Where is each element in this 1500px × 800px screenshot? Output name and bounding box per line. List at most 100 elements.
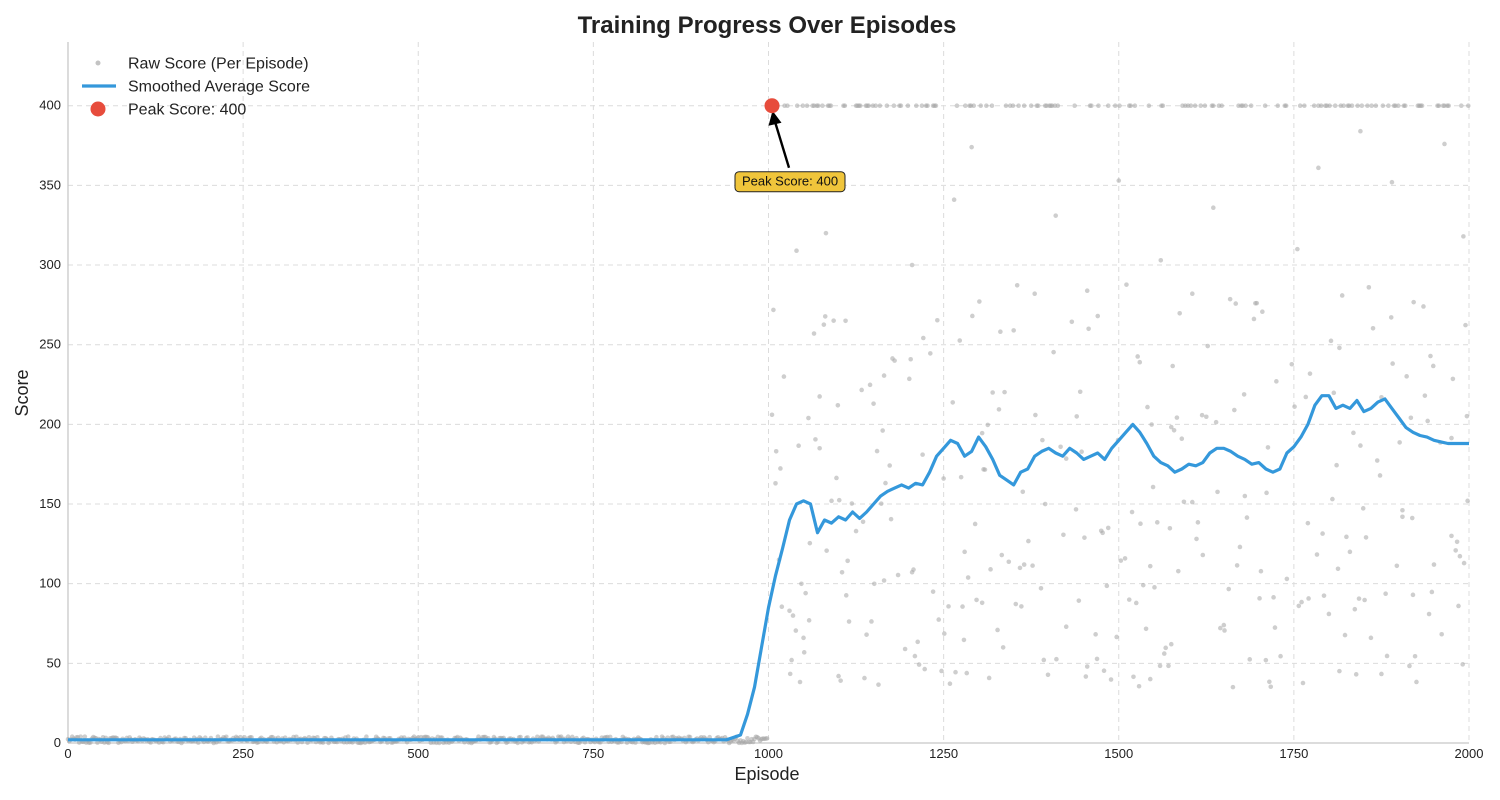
raw-score-point [823,230,829,236]
raw-score-point [1274,379,1279,384]
legend-raw-dot [95,60,101,66]
raw-score-point [1147,563,1153,569]
raw-score-point [1076,598,1082,603]
axes-layer: 0 250 500 750 1000 1250 1500 1750 2000 0 50 100 150 2… [39,42,1483,761]
raw-score-point [912,653,918,659]
raw-score-point [1219,103,1225,109]
raw-score-point [1410,592,1416,598]
raw-score-point [1356,596,1362,601]
raw-score-point [866,103,871,109]
raw-score-point [842,103,848,109]
raw-score-point [773,481,778,486]
raw-score-point [1011,328,1016,333]
raw-score-point [1226,586,1232,592]
y-tick-label: 250 [39,337,61,352]
raw-score-point [789,657,794,663]
raw-score-point [1222,628,1227,633]
raw-score-point [1152,585,1157,590]
raw-score-point [1446,103,1451,109]
raw-score-point [1436,103,1442,109]
raw-score-point [990,390,995,395]
raw-score-point [1431,562,1437,567]
raw-score-point [1271,595,1276,600]
raw-score-point [1320,531,1325,536]
raw-score-point [320,740,326,745]
raw-score-point [436,740,442,746]
x-tick-label: 1250 [929,746,958,761]
raw-score-point [1358,128,1363,134]
raw-score-point [1370,326,1376,331]
raw-score-point [962,549,967,555]
raw-score-point [978,103,984,109]
raw-score-point [1158,257,1164,263]
raw-score-point [880,428,885,433]
raw-score-point [1202,103,1208,109]
raw-score-point [1200,552,1206,558]
raw-score-point [984,103,989,109]
raw-score-point [1077,389,1083,395]
raw-score-point [963,103,968,109]
raw-score-point [1154,520,1160,525]
raw-score-point [1386,103,1391,109]
raw-score-point [1190,291,1195,297]
raw-score-point [1033,412,1038,418]
raw-score-point [1069,319,1075,325]
raw-score-point [947,681,953,687]
annotation-layer: Peak Score: 400 [734,98,846,193]
raw-score-point [969,144,974,150]
raw-score-point [989,103,995,109]
legend-label: Peak Score: 400 [128,102,246,119]
raw-score-point [1101,668,1107,674]
raw-score-point [1300,680,1306,686]
raw-score-point [845,558,850,564]
raw-score-point [1063,456,1069,461]
raw-score-point [1017,565,1023,571]
raw-score-point [835,402,841,408]
y-tick-label: 0 [54,735,61,750]
raw-score-point [1105,525,1111,531]
x-tick-label: 0 [64,746,71,761]
raw-score-point [988,567,993,572]
x-tick-label: 250 [232,746,254,761]
raw-score-point [821,322,827,327]
y-tick-label: 400 [39,98,61,113]
raw-score-point [779,604,785,609]
raw-score-point [1133,600,1139,606]
raw-score-point [1188,103,1194,109]
raw-score-point [793,628,799,633]
raw-score-point [1307,371,1313,376]
raw-score-point [1262,103,1268,109]
raw-score-point [797,679,803,685]
raw-score-point [787,608,792,614]
x-tick-label: 1000 [754,746,783,761]
raw-score-point [1124,282,1129,287]
raw-score-point [873,103,878,109]
raw-score-point [1297,103,1303,109]
grid-layer [68,42,1470,743]
raw-score-point [907,376,912,382]
raw-score-point [1100,530,1105,536]
raw-score-point [933,103,939,109]
raw-score-point [1339,293,1345,298]
raw-score-point [1174,415,1180,420]
raw-score-point [1457,553,1463,559]
raw-score-point [1082,535,1087,540]
raw-score-point [834,475,839,481]
raw-score-point [1363,535,1369,540]
raw-score-point [1002,389,1007,395]
raw-score-point [811,331,817,336]
raw-score-point [1175,568,1181,574]
raw-score-point [960,604,965,609]
raw-score-point [1053,213,1059,218]
raw-score-point [1150,484,1156,490]
raw-score-point [1041,657,1047,663]
raw-score-point [1257,596,1262,601]
raw-score-point [1227,296,1233,302]
raw-score-point [1355,103,1360,109]
x-axis-label: Episode [734,764,799,784]
raw-score-point [1360,506,1366,511]
raw-score-point [1349,103,1355,109]
raw-score-point [1030,563,1035,568]
raw-score-point [1199,412,1205,418]
raw-score-point [977,299,982,304]
